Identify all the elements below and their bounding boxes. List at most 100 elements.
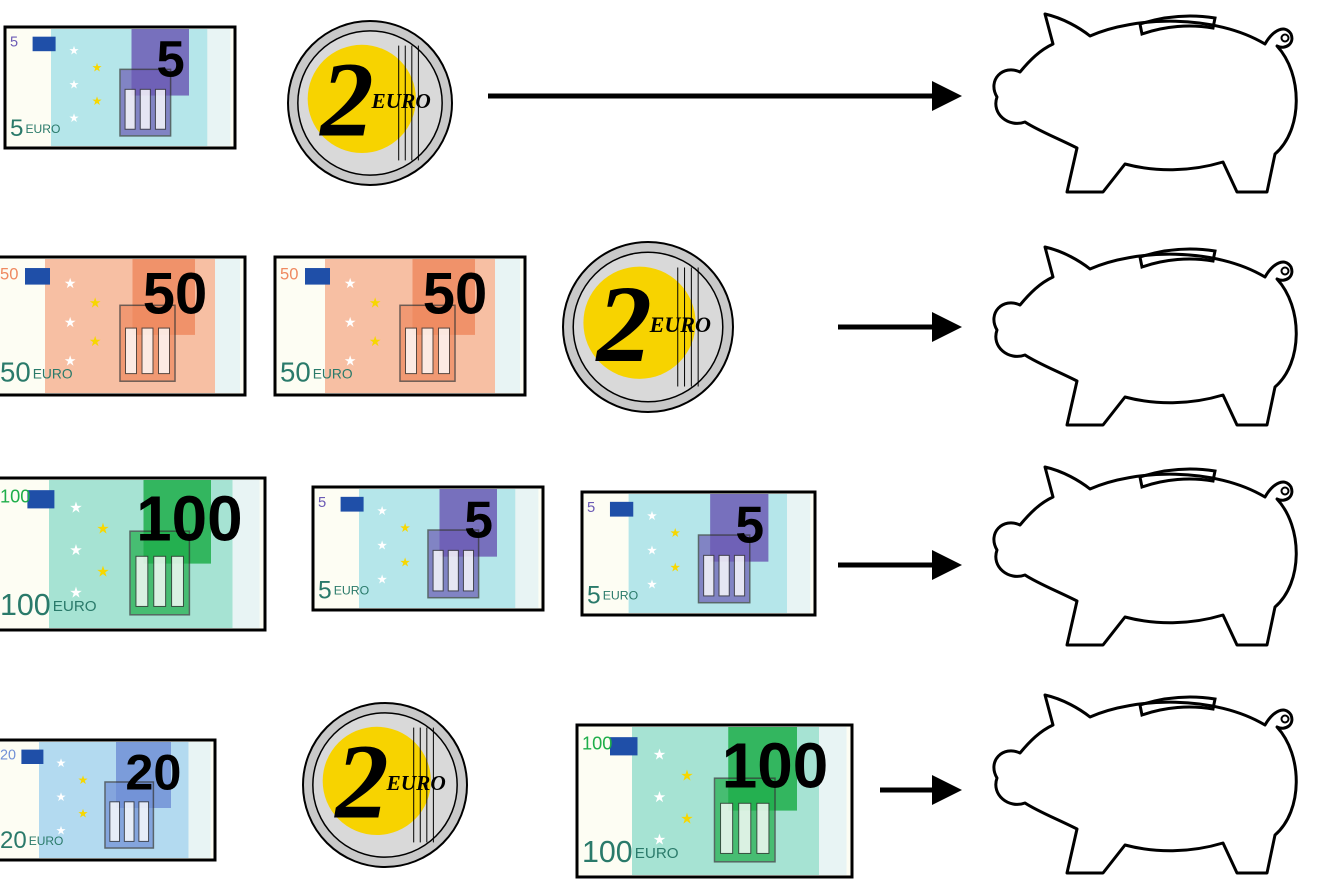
note-star: ★ (89, 334, 101, 349)
note-value: 50 (143, 263, 207, 327)
piggy-bank (994, 467, 1296, 645)
note-star: ★ (56, 756, 67, 770)
coin-value: 2 (595, 263, 652, 385)
coin-value: 2 (333, 724, 388, 842)
note-arch (154, 556, 166, 606)
note-currency: EURO (53, 598, 97, 615)
note-corner-value: 50 (0, 264, 18, 283)
note-star: ★ (376, 573, 387, 587)
coin-value: 2 (318, 42, 373, 160)
note-currency: EURO (313, 366, 353, 381)
note-currency: EURO (603, 589, 639, 603)
piggy-bank (994, 695, 1296, 873)
note-arch (126, 328, 137, 374)
note-arch (125, 89, 135, 129)
note-arch (704, 555, 714, 596)
note-star: ★ (96, 521, 110, 538)
note-value: 5 (735, 496, 764, 554)
note-arch (463, 550, 473, 591)
note-bottom-value: 5 (318, 577, 332, 604)
note-arch (739, 803, 751, 853)
banknote: ★★★★★505050EURO (0, 257, 245, 395)
note-star: ★ (89, 296, 101, 311)
note-flag (27, 490, 54, 508)
coin-currency: EURO (371, 89, 431, 113)
note-star: ★ (670, 561, 681, 575)
note-value: 100 (136, 482, 243, 554)
note-arch (172, 556, 184, 606)
note-star: ★ (78, 773, 89, 787)
note-star: ★ (92, 60, 103, 74)
note-star: ★ (69, 499, 83, 516)
note-star: ★ (64, 276, 76, 291)
note-star: ★ (399, 521, 410, 535)
note-corner-value: 20 (0, 747, 16, 763)
note-arch (159, 328, 170, 374)
note-star: ★ (344, 315, 356, 330)
note-arch (155, 89, 165, 129)
note-star: ★ (56, 790, 67, 804)
note-star: ★ (680, 810, 694, 827)
note-corner-value: 100 (0, 486, 30, 507)
piggy-bank (994, 14, 1296, 192)
note-arch (734, 555, 744, 596)
note-star: ★ (69, 77, 80, 91)
note-arch (140, 89, 150, 129)
note-star: ★ (653, 746, 667, 763)
note-flag (33, 37, 56, 52)
note-star: ★ (344, 276, 356, 291)
note-bottom-value: 100 (582, 835, 633, 869)
note-flag (21, 750, 43, 764)
note-value: 5 (464, 491, 493, 549)
note-currency: EURO (33, 366, 73, 381)
note-star: ★ (670, 526, 681, 540)
note-value: 20 (125, 743, 181, 800)
piggy-bank (994, 247, 1296, 425)
note-bottom-value: 100 (0, 588, 51, 622)
note-currency: EURO (635, 845, 679, 862)
note-star: ★ (69, 111, 80, 125)
note-arch (124, 802, 134, 842)
worksheet: ★★★★★555EURO2EURO★★★★★505050EURO★★★★★505… (0, 0, 1321, 891)
note-arch (448, 550, 458, 591)
note-bottom-value: 50 (280, 357, 311, 388)
note-arch (139, 802, 149, 842)
note-value: 50 (423, 263, 487, 327)
note-strip (515, 489, 538, 608)
note-arch (142, 328, 153, 374)
note-star: ★ (376, 538, 387, 552)
note-flag (610, 502, 633, 517)
note-bottom-value: 5 (10, 115, 23, 142)
note-arch (439, 328, 450, 374)
note-flag (610, 737, 638, 755)
note-star: ★ (399, 556, 410, 570)
note-corner-value: 100 (582, 733, 612, 754)
pig-body (994, 467, 1296, 645)
note-arch (136, 556, 148, 606)
note-star: ★ (69, 542, 83, 559)
note-currency: EURO (29, 834, 64, 848)
note-arch (110, 802, 120, 842)
note-value: 100 (722, 729, 829, 801)
note-star: ★ (646, 578, 657, 592)
note-strip (207, 29, 230, 146)
note-arch (757, 803, 769, 853)
note-strip (189, 742, 211, 858)
note-star: ★ (646, 543, 657, 557)
note-star: ★ (69, 43, 80, 57)
coin: 2EURO (288, 21, 452, 185)
note-arch (422, 328, 433, 374)
note-star: ★ (92, 94, 103, 108)
note-currency: EURO (334, 584, 370, 598)
note-corner-value: 5 (587, 500, 595, 516)
banknote: ★★★★★555EURO (582, 492, 815, 615)
note-value: 5 (156, 31, 184, 88)
banknote: ★★★★★505050EURO (275, 257, 525, 395)
note-bottom-value: 5 (587, 582, 601, 609)
note-star: ★ (680, 768, 694, 785)
note-star: ★ (646, 509, 657, 523)
